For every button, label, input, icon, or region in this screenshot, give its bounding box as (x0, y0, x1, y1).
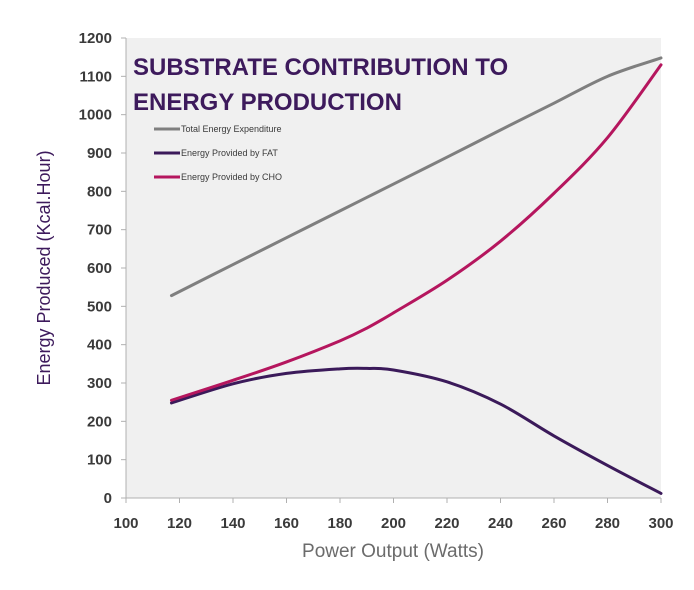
x-tick-label: 180 (327, 515, 352, 532)
x-tick-label: 260 (541, 515, 566, 532)
chart-title-line-2: ENERGY PRODUCTION (133, 89, 402, 116)
legend-item-fat: Energy Provided by FAT (154, 148, 278, 158)
y-tick-label: 800 (87, 183, 112, 200)
series-fat-line (169, 366, 663, 495)
legend-item-cho: Energy Provided by CHO (154, 172, 282, 182)
y-tick-label: 300 (87, 375, 112, 392)
y-tick-label: 900 (87, 145, 112, 162)
legend-label: Energy Provided by FAT (181, 148, 278, 158)
x-tick-label: 140 (220, 515, 245, 532)
y-tick-label: 700 (87, 222, 112, 239)
y-tick-label: 600 (87, 260, 112, 277)
x-tick-label: 160 (274, 515, 299, 532)
y-tick-label: 1000 (79, 107, 112, 124)
legend-label: Energy Provided by CHO (181, 172, 282, 182)
x-tick-label: 280 (595, 515, 620, 532)
x-tick-label: 300 (648, 515, 673, 532)
y-axis-title: Energy Produced (Kcal.Hour) (34, 150, 54, 385)
legend: Total Energy Expenditure Energy Provided … (154, 124, 282, 182)
series-cho-line (169, 63, 663, 402)
y-tick-label: 400 (87, 337, 112, 354)
y-tick-label: 500 (87, 298, 112, 315)
x-tick-label: 200 (381, 515, 406, 532)
legend-item-total-energy-expenditure: Total Energy Expenditure (154, 124, 282, 134)
x-tick-label: 100 (113, 515, 138, 532)
y-tick-label: 1100 (79, 68, 112, 85)
series-total-energy-expenditure-line (169, 56, 663, 298)
x-tick-label: 220 (434, 515, 459, 532)
y-tick-label: 100 (87, 452, 112, 469)
x-tick-label: 120 (167, 515, 192, 532)
legend-label: Total Energy Expenditure (181, 124, 282, 134)
x-axis-title: Power Output (Watts) (302, 541, 484, 562)
y-tick-label: 1200 (79, 30, 112, 47)
plot-area (126, 38, 661, 498)
axes: 0100200300400500600700800900100011001200… (79, 30, 674, 532)
x-tick-label: 240 (488, 515, 513, 532)
chart-title-line-1: SUBSTRATE CONTRIBUTION TO (133, 54, 508, 81)
y-tick-label: 200 (87, 413, 112, 430)
y-tick-label: 0 (104, 490, 112, 507)
series-layer (169, 56, 663, 495)
